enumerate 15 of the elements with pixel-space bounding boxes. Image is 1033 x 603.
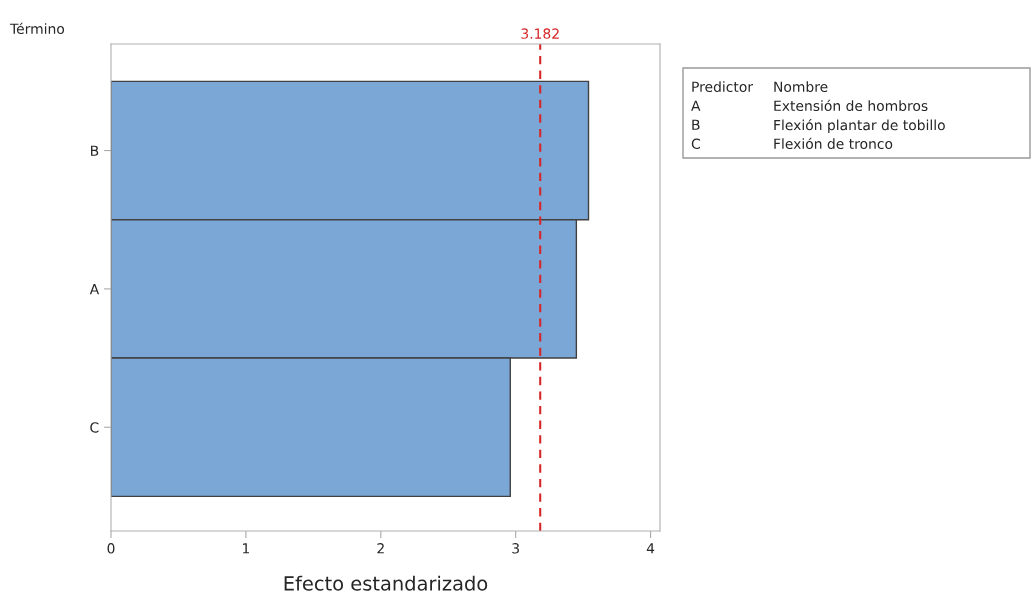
x-tick-label: 4 xyxy=(646,543,655,554)
ref-line-label: 3.182 xyxy=(521,28,559,39)
y-axis-title: Término xyxy=(9,22,65,35)
text: Predictor Nombre xyxy=(692,81,828,93)
y-tick-label: B xyxy=(91,145,99,156)
x-axis-title: Efecto estandarizado xyxy=(284,575,488,591)
text: C Flexión de tronco xyxy=(691,137,893,150)
x-tick-label: 0 xyxy=(107,543,115,554)
y-tick-label: C xyxy=(90,422,99,433)
text: B Flexión plantar de tobillo xyxy=(692,119,945,133)
y-tick-label: A xyxy=(89,284,100,295)
x-tick-label: 3 xyxy=(512,543,519,554)
x-tick-label: 2 xyxy=(377,543,384,554)
x-tick-label: 1 xyxy=(243,543,250,554)
text: A Extensión de hombros xyxy=(691,99,928,112)
